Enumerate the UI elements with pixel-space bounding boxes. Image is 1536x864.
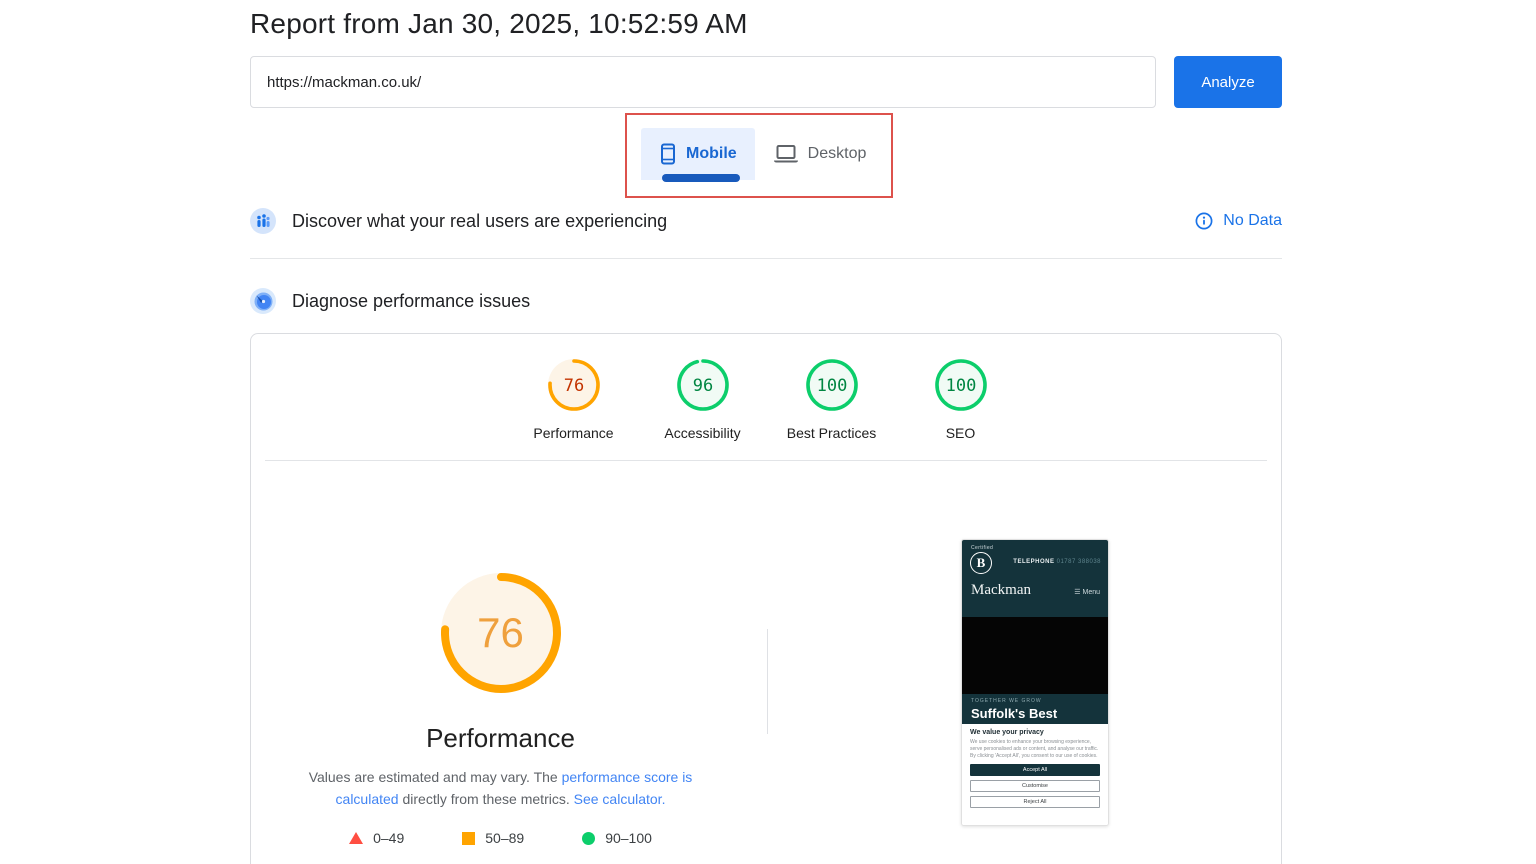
- legend-item-circle: 90–100: [582, 830, 652, 846]
- card-separator: [265, 460, 1267, 461]
- score-label: Best Practices: [786, 425, 877, 441]
- mobile-phone-icon: [659, 143, 677, 165]
- laptop-icon: [773, 144, 799, 164]
- page-title: Report from Jan 30, 2025, 10:52:59 AM: [250, 8, 748, 39]
- legend-item-square: 50–89: [462, 830, 524, 846]
- certified-label: Certified: [971, 545, 994, 551]
- cookie-title: We value your privacy: [970, 729, 1044, 736]
- bcorp-logo: B: [970, 552, 992, 574]
- legend-circle-icon: [582, 831, 596, 845]
- performance-heading: Performance: [426, 723, 575, 753]
- vertical-divider: [767, 629, 768, 734]
- score-legend: 0–49 50–89 90–100: [292, 830, 709, 846]
- url-input[interactable]: [250, 56, 1156, 108]
- telephone-number: 01787 388038: [1056, 559, 1101, 565]
- score-gauge-seo[interactable]: 100 SEO: [896, 357, 1025, 441]
- headline: Suffolk's Best: [971, 706, 1058, 721]
- score-label: SEO: [945, 425, 976, 441]
- diagnose-gauge-icon: [250, 288, 276, 314]
- thumbnail-hero-text: TOGETHER WE GROW Suffolk's Best: [962, 694, 1108, 724]
- svg-text:76: 76: [563, 376, 583, 396]
- legend-item-triangle: 0–49: [349, 830, 404, 846]
- tab-desktop-label: Desktop: [807, 145, 867, 162]
- performance-summary: 76 Performance Values are estimated and …: [292, 569, 709, 846]
- lighthouse-report-card: 76 Performance 96 Accessibility 100 Best Prac…: [250, 333, 1282, 864]
- thumbnail-site-header: Certified B TELEPHONE 01787 388038 Mackm…: [962, 540, 1108, 617]
- telephone-line: TELEPHONE 01787 388038: [1013, 559, 1101, 565]
- analyze-button[interactable]: Analyze: [1174, 56, 1282, 108]
- info-icon: [1195, 212, 1213, 230]
- legend-range: 90–100: [605, 830, 652, 846]
- lab-data-title: Diagnose performance issues: [292, 290, 531, 311]
- tab-mobile[interactable]: Mobile: [641, 128, 755, 180]
- legend-triangle-icon: [349, 832, 364, 844]
- telephone-label: TELEPHONE: [1013, 559, 1055, 565]
- no-data-label: No Data: [1223, 212, 1282, 229]
- score-label: Performance: [533, 425, 614, 441]
- performance-score-link[interactable]: performance score is calculated: [335, 769, 693, 807]
- score-gauge-accessibility[interactable]: 96 Accessibility: [638, 357, 767, 441]
- device-tabs: Mobile Desktop: [641, 128, 884, 180]
- section-divider: [250, 258, 1282, 259]
- field-data-title: Discover what your real users are experi…: [292, 210, 668, 231]
- legend-square-icon: [462, 831, 476, 845]
- tab-desktop[interactable]: Desktop: [755, 128, 885, 180]
- desc-text-2: directly from these metrics.: [398, 791, 574, 807]
- selected-tab-indicator: [662, 174, 740, 182]
- category-score-gauges: 76 Performance 96 Accessibility 100 Best Prac…: [251, 357, 1283, 441]
- performance-big-gauge[interactable]: 76: [437, 569, 565, 697]
- field-data-section-header: Discover what your real users are experi…: [250, 199, 1282, 243]
- menu-button: ☰ Menu: [1074, 589, 1100, 596]
- no-data-status[interactable]: No Data: [1195, 212, 1282, 230]
- site-screenshot-thumbnail: Certified B TELEPHONE 01787 388038 Mackm…: [961, 539, 1109, 826]
- score-label: Accessibility: [664, 425, 741, 441]
- score-gauge-performance[interactable]: 76 Performance: [509, 357, 638, 441]
- cookie-button-customise[interactable]: Customise: [970, 780, 1100, 792]
- score-gauge-best-practices[interactable]: 100 Best Practices: [767, 357, 896, 441]
- performance-description: Values are estimated and may vary. The p…: [292, 766, 709, 810]
- cookie-button-accept-all[interactable]: Accept All: [970, 764, 1100, 776]
- lab-data-section-header: Diagnose performance issues: [250, 279, 1282, 323]
- tab-mobile-label: Mobile: [686, 145, 737, 162]
- svg-text:100: 100: [945, 376, 976, 396]
- performance-score-value: 76: [477, 609, 524, 656]
- tagline: TOGETHER WE GROW: [971, 698, 1042, 704]
- svg-text:100: 100: [816, 376, 847, 396]
- legend-range: 50–89: [485, 830, 525, 846]
- cookie-text: We use cookies to enhance your browsing …: [970, 739, 1099, 759]
- svg-text:96: 96: [692, 376, 712, 396]
- desc-text-1: Values are estimated and may vary. The: [308, 769, 562, 785]
- legend-range: 0–49: [373, 830, 405, 846]
- thumbnail-hero-image: [962, 617, 1108, 694]
- cookie-button-reject-all[interactable]: Reject All: [970, 796, 1100, 808]
- see-calculator-link[interactable]: See calculator.: [573, 791, 666, 807]
- real-users-icon: [250, 208, 276, 234]
- cookie-banner: We value your privacy We use cookies to …: [962, 724, 1108, 825]
- brand-wordmark: Mackman: [971, 582, 1031, 598]
